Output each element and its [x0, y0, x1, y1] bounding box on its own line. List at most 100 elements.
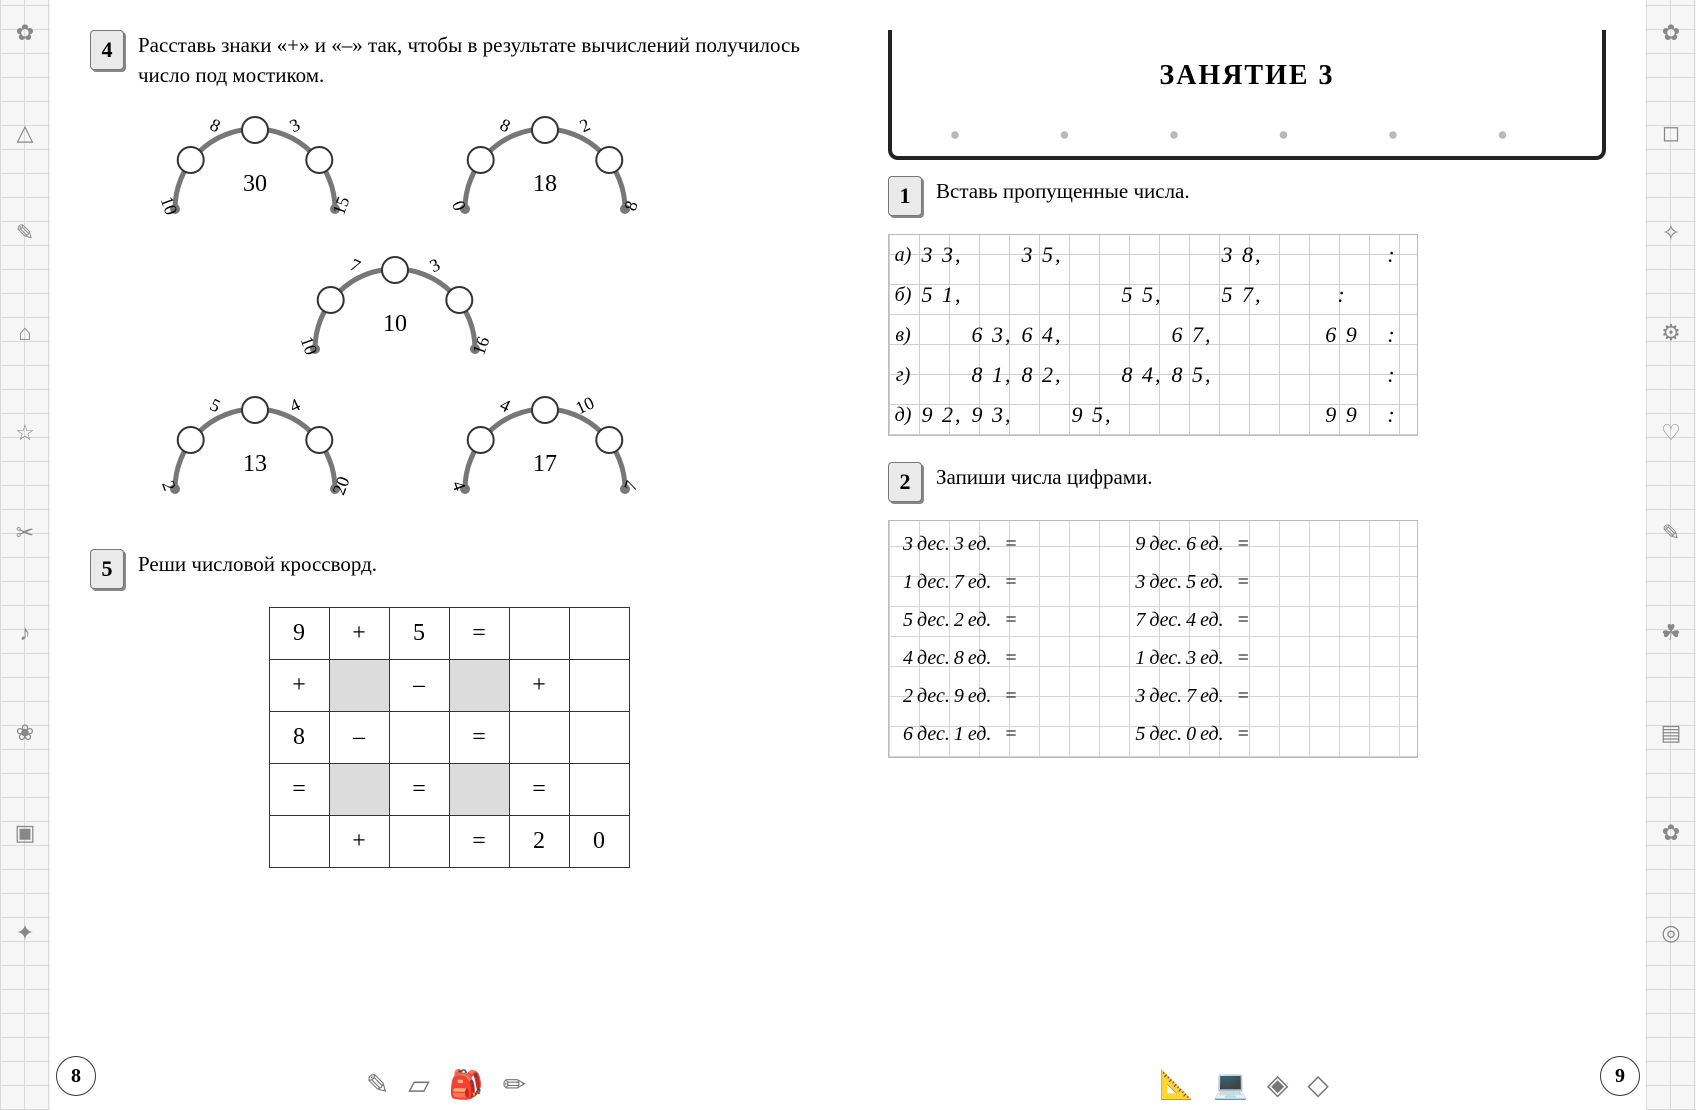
bridge-10: 16371010 [290, 249, 500, 369]
write-col: 1дес. 7ед.= [889, 571, 1121, 594]
svg-text:7: 7 [347, 254, 364, 276]
sequence-row: б)5 1,5 5,5 7,: [889, 275, 1417, 315]
write-row: 6дес. 1ед.=5дес. 0ед.= [889, 715, 1417, 753]
sequence-cell: : [1367, 322, 1417, 348]
task-1-badge: 1 [888, 176, 922, 216]
crossword-cell [389, 711, 449, 763]
task-1-text: Вставь пропущенные числа. [936, 176, 1190, 216]
write-row: 3дес. 3ед.=9дес. 6ед.= [889, 525, 1417, 563]
sequence-cell: 3 8, [1217, 242, 1267, 268]
crossword-cell [569, 607, 629, 659]
sequence-cells: 8 1,8 2,8 4,8 5,: [917, 362, 1417, 388]
sequence-cell [1067, 362, 1117, 388]
sequence-cell [1067, 322, 1117, 348]
write-col: 6дес. 1ед.= [889, 723, 1121, 746]
crossword-cell: + [509, 659, 569, 711]
sequence-cell: 6 7, [1167, 322, 1217, 348]
page-left: 4 Расставь знаки «+» и «–» так, чтобы в … [50, 0, 848, 1110]
sequence-cell: 9 3, [967, 402, 1017, 428]
sequence-row: в)6 3,6 4,6 7,6 9: [889, 315, 1417, 355]
sequence-cell: 6 4, [1017, 322, 1067, 348]
crossword-cell [449, 763, 509, 815]
right-border-strip: ✿ ◻ ✧ ⚙ ♡ ✎ ☘ ▤ ✿ ◎ [1646, 0, 1696, 1110]
svg-text:4: 4 [497, 394, 514, 416]
sequence-cells: 9 2,9 3,9 5,9 9: [917, 402, 1417, 428]
sequence-cell [967, 242, 1017, 268]
sequence-cell [1167, 402, 1217, 428]
svg-text:3: 3 [427, 254, 444, 276]
crossword-cell: = [269, 763, 329, 815]
crossword-cell: – [329, 711, 389, 763]
task-4-badge: 4 [90, 30, 124, 70]
task-4-text: Расставь знаки «+» и «–» так, чтобы в ре… [138, 30, 808, 91]
sequence-row: а)3 3,3 5,3 8,: [889, 235, 1417, 275]
sequence-cell: : [1367, 402, 1417, 428]
sequence-cell [917, 362, 967, 388]
crossword-cell: + [329, 607, 389, 659]
sequence-cell: : [1367, 242, 1417, 268]
crossword-cell: 2 [509, 815, 569, 867]
sequence-label: а) [889, 244, 917, 267]
crossword-cell [329, 659, 389, 711]
sequence-cell: 5 7, [1217, 282, 1267, 308]
crossword-cell [509, 711, 569, 763]
svg-text:5: 5 [207, 394, 224, 416]
task-5-badge: 5 [90, 549, 124, 589]
footer-doodle-left: ✎ ▱ 🎒 ✏ [366, 1068, 532, 1102]
crossword-cell [569, 763, 629, 815]
page-right: ЗАНЯТИЕ 3 1 Вставь пропущенные числа. а)… [848, 0, 1646, 1110]
write-col: 1дес. 3ед.= [1121, 647, 1353, 670]
sequence-cell [1317, 242, 1367, 268]
write-row: 5дес. 2ед.=7дес. 4ед.= [889, 601, 1417, 639]
sequence-cell: 9 5, [1067, 402, 1117, 428]
write-col: 7дес. 4ед.= [1121, 609, 1353, 632]
crossword-cell: = [389, 763, 449, 815]
sequence-cell [917, 322, 967, 348]
write-col: 3дес. 5ед.= [1121, 571, 1353, 594]
sequence-cell: 8 5, [1167, 362, 1217, 388]
crossword-cell: 8 [269, 711, 329, 763]
crossword-cell: + [329, 815, 389, 867]
crossword-cell: = [449, 711, 509, 763]
sequence-cell [1067, 282, 1117, 308]
sequence-cell: 6 9 [1317, 322, 1367, 348]
bridge-18: 828018 [440, 109, 650, 229]
sequence-cell [1217, 362, 1267, 388]
page-number-right: 9 [1600, 1056, 1640, 1096]
sequence-cell [1067, 242, 1117, 268]
crossword-cell [569, 711, 629, 763]
sequence-cell: : [1367, 362, 1417, 388]
bridges-area: 153810308280181637101020452137104417 [90, 109, 808, 539]
write-row: 2дес. 9ед.=3дес. 7ед.= [889, 677, 1417, 715]
task-2-badge: 2 [888, 462, 922, 502]
task-4: 4 Расставь знаки «+» и «–» так, чтобы в … [90, 30, 808, 91]
sequence-cell [1117, 402, 1167, 428]
svg-text:3: 3 [287, 114, 304, 136]
write-col: 5дес. 2ед.= [889, 609, 1121, 632]
bridge-30: 15381030 [150, 109, 360, 229]
sequence-cells: 5 1,5 5,5 7,: [917, 282, 1417, 308]
write-col: 3дес. 7ед.= [1121, 685, 1353, 708]
sequence-label: д) [889, 404, 917, 427]
crossword-cell: = [509, 763, 569, 815]
sequence-cell: 8 2, [1017, 362, 1067, 388]
sequence-cell [1317, 362, 1367, 388]
sequence-cells: 3 3,3 5,3 8,: [917, 242, 1417, 268]
task-2: 2 Запиши числа цифрами. [888, 462, 1606, 502]
write-col: 5дес. 0ед.= [1121, 723, 1353, 746]
sequence-cell: 9 9 [1317, 402, 1367, 428]
sequence-cell [1267, 282, 1317, 308]
sequence-cell [1367, 282, 1417, 308]
sequence-cell [1267, 242, 1317, 268]
sequence-cell [1167, 282, 1217, 308]
svg-text:2: 2 [577, 114, 594, 136]
sequence-cell: 3 3, [917, 242, 967, 268]
sequence-label: в) [889, 324, 917, 347]
sequence-cell: 8 4, [1117, 362, 1167, 388]
write-row: 1дес. 7ед.=3дес. 5ед.= [889, 563, 1417, 601]
write-col: 4дес. 8ед.= [889, 647, 1121, 670]
sequence-row: д)9 2,9 3,9 5,9 9: [889, 395, 1417, 435]
sequence-cell: 5 1, [917, 282, 967, 308]
sequences-grid: а)3 3,3 5,3 8,:б)5 1,5 5,5 7,:в)6 3,6 4,… [888, 234, 1418, 436]
write-col: 3дес. 3ед.= [889, 533, 1121, 556]
